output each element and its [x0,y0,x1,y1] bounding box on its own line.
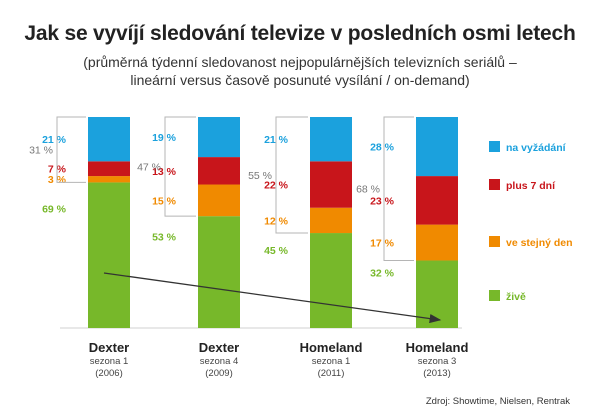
bar-segment [88,117,130,162]
bar-segment [198,157,240,185]
bar-segment [310,207,352,234]
legend-swatch [489,236,500,247]
category-year-label: (2009) [205,368,232,379]
category-year-label: (2011) [318,368,345,379]
trend-arrow [103,272,442,324]
non-live-bracket [56,116,86,183]
category-season-label: sezona 3 [418,356,457,367]
source-note: Zdroj: Showtime, Nielsen, Rentrak [425,396,570,407]
bar-segment [198,216,240,328]
segment-value-label: 32 % [370,268,395,280]
bar-segment [88,176,130,183]
segment-value-label: 23 % [370,195,395,207]
category-year-label: (2013) [423,368,450,379]
category-show-label: Homeland [406,340,469,355]
non-live-total-label: 47 % [137,162,161,174]
bar-segment [416,176,458,225]
segment-value-label: 19 % [152,132,177,144]
legend-swatch [489,141,500,152]
segment-value-label: 53 % [152,231,177,243]
non-live-bracket [275,116,308,234]
bar-segment [416,224,458,261]
segment-value-label: 45 % [264,245,289,257]
category-show-label: Homeland [300,340,363,355]
category-season-label: sezona 1 [90,356,129,367]
bar-segment [88,182,130,328]
segment-value-label: 69 % [42,204,67,216]
category-season-label: sezona 4 [200,356,239,367]
non-live-bracket [383,116,414,261]
legend-label: živě [506,291,526,303]
segment-value-label: 15 % [152,195,177,207]
legend-swatch [489,179,500,190]
category-season-label: sezona 1 [312,356,351,367]
category-show-label: Dexter [89,340,129,355]
bar-segment [416,117,458,177]
bar-segment [310,161,352,208]
segment-value-label: 13 % [152,166,177,178]
bar-segment [198,184,240,217]
segment-value-label: 17 % [370,238,395,250]
chart-subtitle: (průměrná týdenní sledovanost nejpopulár… [83,54,517,88]
bar-segment [198,117,240,158]
non-live-bracket [164,116,196,217]
category-year-label: (2006) [95,368,122,379]
legend-swatch [489,290,500,301]
legend-label: na vyžádání [506,142,567,154]
category-show-label: Dexter [199,340,239,355]
legend-label: ve stejný den [506,237,573,249]
non-live-total-label: 55 % [248,170,272,182]
bar-segment [310,117,352,162]
segment-value-label: 28 % [370,142,395,154]
non-live-total-label: 31 % [29,145,53,157]
legend-label: plus 7 dní [506,180,556,192]
bar-segment [310,233,352,328]
segment-value-label: 21 % [42,134,67,146]
non-live-total-label: 68 % [356,184,380,196]
bar-segment [88,161,130,177]
chart-title: Jak se vyvíjí sledování televize v posle… [24,22,576,45]
